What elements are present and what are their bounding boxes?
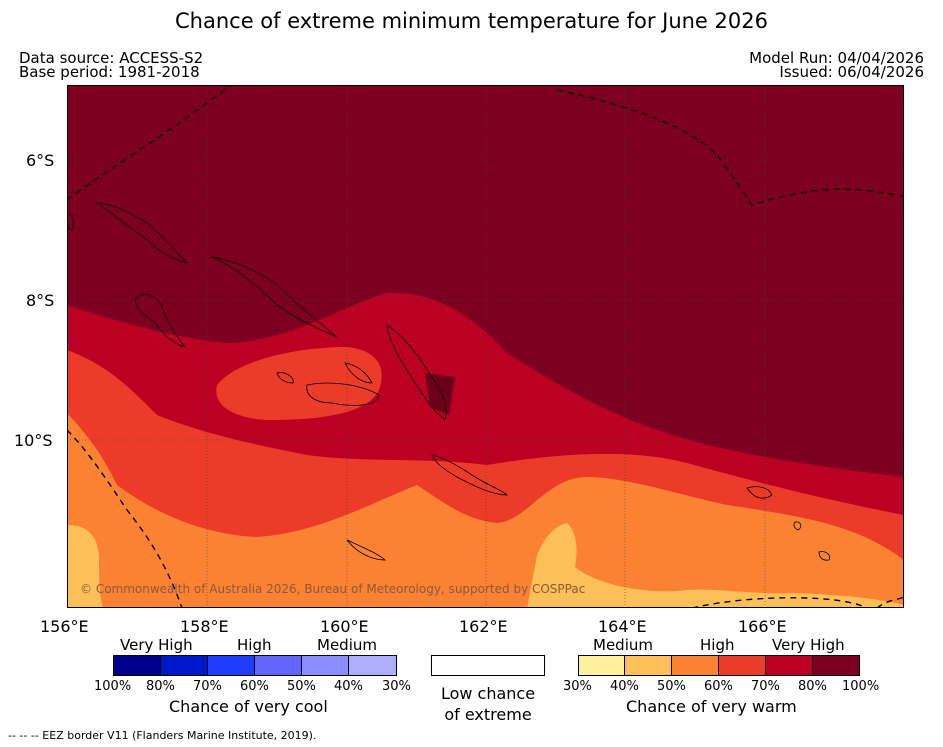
warm-tick: 100% [842, 679, 880, 694]
lon-label-160e: 160°E [320, 617, 369, 636]
warm-category-very-high: Very High [772, 636, 845, 654]
cool-tick: 80% [146, 679, 175, 694]
warm-swatch-40-50 [625, 655, 672, 676]
lat-label-8s: 8°S [26, 291, 55, 310]
cool-swatch-100-80 [113, 655, 161, 676]
model-run-text: Model Run: 04/04/2026 [749, 49, 924, 67]
warm-tick: 30% [563, 679, 592, 694]
warm-swatch-50-60 [672, 655, 719, 676]
copyright-text: © Commonwealth of Australia 2026, Bureau… [80, 582, 585, 596]
warm-tick: 50% [657, 679, 686, 694]
cool-tick: 60% [240, 679, 269, 694]
lat-label-6s: 6°S [26, 151, 55, 170]
lon-label-156e: 156°E [40, 617, 89, 636]
warm-swatch-60-70 [719, 655, 766, 676]
graticule [67, 85, 904, 608]
cool-category-very-high: Very High [120, 636, 193, 654]
cool-tick: 70% [193, 679, 222, 694]
cool-swatch-60-50 [255, 655, 302, 676]
warm-category-medium: Medium [593, 636, 653, 654]
lon-label-158e: 158°E [180, 617, 229, 636]
warm-swatch-80-100 [813, 655, 860, 676]
cool-category-high: High [237, 636, 272, 654]
probability-map: © Commonwealth of Australia 2026, Bureau… [67, 85, 904, 608]
warm-swatch-70-80 [766, 655, 813, 676]
chart-title: Chance of extreme minimum temperature fo… [175, 9, 768, 33]
eez-borders [67, 85, 904, 608]
lon-label-166e: 166°E [738, 617, 787, 636]
zone-50-center [527, 523, 904, 608]
issued-text: Issued: 06/04/2026 [779, 63, 924, 81]
cool-swatch-40-30 [349, 655, 397, 676]
cool-category-medium: Medium [317, 636, 377, 654]
warm-swatch-30-40 [578, 655, 625, 676]
warm-tick: 60% [704, 679, 733, 694]
zone-60 [67, 413, 904, 608]
cool-tick: 50% [287, 679, 316, 694]
coastline-islands [67, 202, 831, 561]
zone-50-west [67, 525, 103, 608]
cool-swatch-70-60 [208, 655, 255, 676]
cool-swatch-80-70 [161, 655, 208, 676]
warm-tick: 80% [798, 679, 827, 694]
low-chance-swatch [431, 655, 545, 676]
eez-footnote: -- -- -- EEZ border V11 (Flanders Marine… [8, 729, 317, 742]
zone-warm-blob [216, 347, 382, 420]
lon-label-162e: 162°E [459, 617, 508, 636]
lat-label-10s: 10°S [14, 431, 53, 450]
warm-legend-title: Chance of very warm [626, 697, 797, 716]
cool-legend-title: Chance of very cool [169, 697, 328, 716]
warm-category-high: High [700, 636, 735, 654]
warm-tick: 40% [610, 679, 639, 694]
zone-core [425, 373, 455, 415]
low-chance-label: Low chance of extreme [440, 684, 536, 724]
data-source-text: Data source: ACCESS-S2 [19, 49, 204, 67]
cool-tick: 30% [382, 679, 411, 694]
lon-label-164e: 164°E [598, 617, 647, 636]
base-period-text: Base period: 1981-2018 [19, 63, 200, 81]
warm-tick: 70% [751, 679, 780, 694]
cool-tick: 100% [94, 679, 132, 694]
cool-swatch-50-40 [302, 655, 349, 676]
cool-tick: 40% [334, 679, 363, 694]
